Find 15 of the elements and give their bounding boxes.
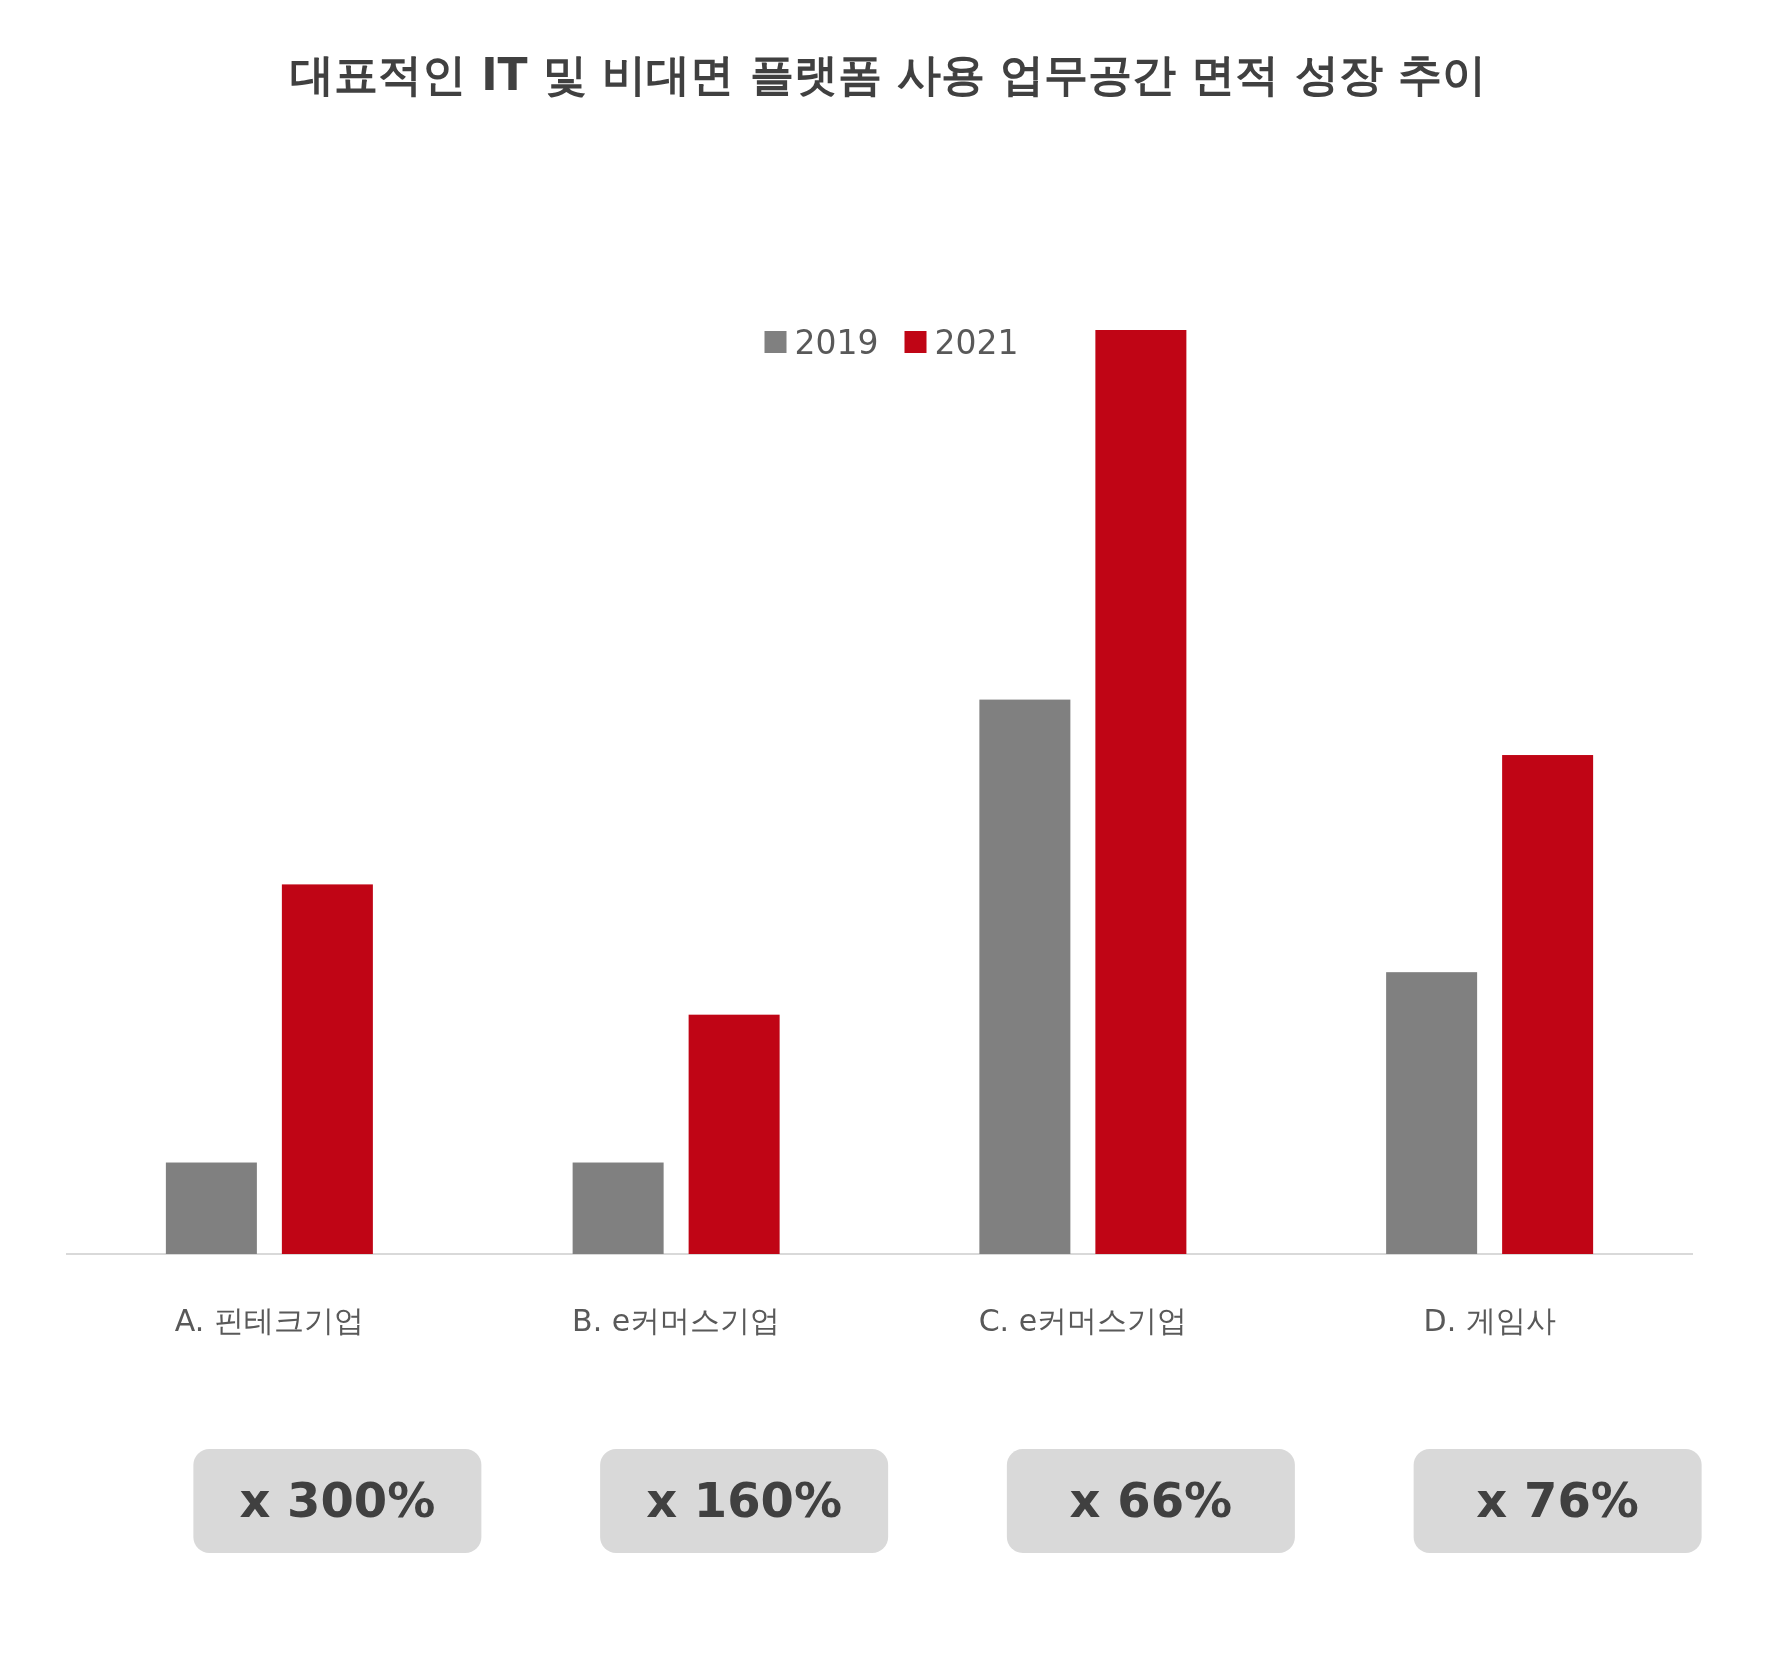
bar [1386,972,1478,1254]
chart-title: 대표적인 IT 및 비대면 플랫폼 사용 업무공간 면적 성장 추이 [289,49,1487,100]
bar [281,884,373,1254]
legend-label: 2019 [794,323,879,362]
x-tick-label: C. e커머스기업 [978,1303,1188,1338]
bar [572,1162,664,1254]
bar [1095,330,1187,1254]
legend-label: 2021 [934,323,1019,362]
bar [688,1014,780,1254]
bar [979,699,1071,1254]
bar [165,1162,257,1254]
bar [1502,755,1594,1254]
x-tick-label: A. 핀테크기업 [174,1303,364,1338]
x-tick-label: B. e커머스기업 [572,1303,781,1338]
x-tick-label: D. 게임사 [1423,1303,1556,1338]
